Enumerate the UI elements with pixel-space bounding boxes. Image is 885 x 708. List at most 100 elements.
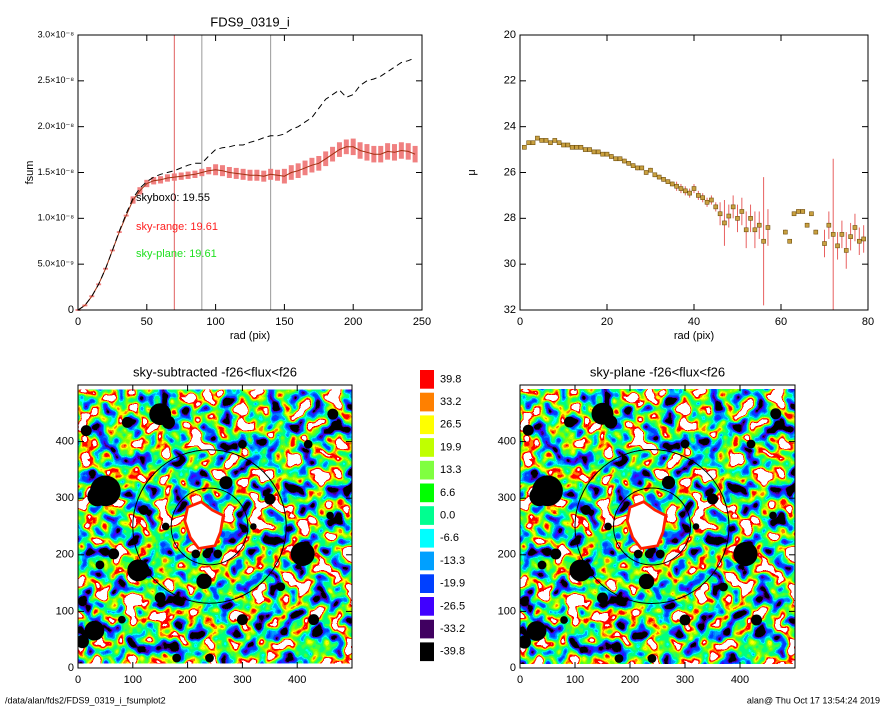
x-tick-label: 100 — [566, 674, 584, 686]
sky-map-image — [76, 390, 352, 664]
colorbar-cell — [420, 438, 434, 457]
colorbar-label: 0.0 — [440, 509, 455, 521]
chart-title: FDS9_0319_i — [210, 14, 290, 29]
aperture-circle — [132, 449, 287, 604]
data-point — [578, 144, 584, 150]
data-point — [756, 222, 762, 228]
data-point — [639, 165, 645, 171]
y-tick-label: 0 — [68, 304, 74, 316]
colorbar-label: -6.6 — [440, 532, 459, 544]
data-point — [539, 138, 545, 143]
y-tick-label: 100 — [56, 605, 74, 617]
colorbar-label: -39.8 — [440, 646, 465, 658]
colorbar-label: 39.8 — [440, 373, 461, 385]
data-point — [600, 151, 605, 157]
x-tick-label: 60 — [775, 316, 787, 328]
y-tick-label: 32 — [504, 304, 516, 316]
sky-map-image — [518, 389, 795, 664]
footer-stamp: alan@ Thu Oct 17 13:54:24 2019 — [747, 695, 880, 705]
data-point — [748, 216, 753, 221]
data-point — [661, 177, 666, 182]
data-point — [783, 229, 788, 235]
colorbar-cell — [420, 574, 434, 593]
annotation: sky-range: 19.61 — [136, 221, 218, 233]
data-point — [561, 142, 566, 148]
data-point — [543, 138, 549, 143]
annotation: skybox0: 19.55 — [136, 192, 210, 204]
data-point — [717, 211, 723, 217]
data-point — [826, 222, 832, 228]
y-tick-label: 5.0×10⁻⁹ — [38, 259, 75, 269]
x-tick-label: 0 — [75, 316, 81, 328]
y-tick-label: 24 — [504, 121, 516, 133]
data-point — [530, 140, 536, 146]
data-point — [722, 220, 727, 226]
data-point — [791, 211, 797, 217]
chart-title: sky-plane -f26<flux<f26 — [590, 364, 725, 379]
colorbar-cell — [420, 597, 434, 616]
aperture-circle — [574, 449, 730, 604]
y-tick-label: 28 — [504, 212, 516, 224]
y-tick-label: 22 — [504, 75, 516, 87]
data-point — [813, 229, 819, 235]
colorbar-cell — [420, 460, 434, 480]
data-point — [822, 241, 827, 246]
y-tick-label: 400 — [56, 436, 74, 448]
colorbar-cell — [420, 483, 434, 503]
colorbar-cell — [420, 370, 434, 389]
x-tick-label: 300 — [676, 674, 694, 686]
data-point — [687, 190, 692, 196]
data-point — [843, 248, 849, 253]
data-point — [852, 225, 858, 230]
x-tick-label: 50 — [141, 316, 153, 328]
data-point — [743, 227, 749, 233]
y-tick-label: 0 — [510, 662, 516, 674]
colorbar-label: 33.2 — [440, 396, 461, 408]
data-point — [752, 227, 758, 233]
data-point — [617, 156, 623, 162]
x-tick-label: 100 — [124, 674, 142, 686]
footer-path: /data/alan/fds2/FDS9_0319_i_fsumplot2 — [5, 695, 166, 705]
data-point — [574, 144, 579, 150]
data-point — [856, 238, 862, 244]
data-point — [648, 167, 653, 173]
x-tick-label: 100 — [206, 316, 224, 328]
data-point — [548, 140, 553, 146]
y-tick-label: 300 — [498, 492, 516, 504]
y-tick-label: 0 — [68, 662, 74, 674]
data-point — [669, 181, 675, 187]
x-tick-label: 0 — [75, 674, 81, 686]
y-tick-label: 100 — [498, 605, 516, 617]
colorbar-cell — [420, 528, 434, 548]
data-point — [861, 236, 866, 242]
y-axis-label: μ — [466, 169, 478, 175]
data-point — [626, 161, 632, 166]
data-point — [804, 222, 810, 228]
colorbar-cell — [420, 551, 434, 571]
colorbar-label: -13.3 — [440, 555, 465, 567]
data-point — [839, 232, 845, 237]
x-axis-label: rad (pix) — [674, 330, 714, 342]
data-point — [630, 163, 636, 168]
y-tick-label: 30 — [504, 258, 516, 270]
colorbar-label: 19.9 — [440, 441, 461, 453]
data-point — [522, 144, 527, 150]
x-tick-label: 200 — [621, 674, 639, 686]
x-tick-label: 400 — [731, 674, 749, 686]
y-tick-label: 3.0×10⁻⁸ — [38, 29, 75, 39]
data-point — [643, 170, 649, 175]
data-point — [830, 232, 836, 237]
annotation: sky-plane: 19.61 — [136, 248, 217, 260]
data-point — [800, 209, 806, 214]
data-point — [635, 165, 640, 171]
data-point — [613, 156, 619, 162]
data-point — [665, 179, 671, 184]
data-point — [556, 140, 562, 146]
y-axis-label: fsum — [24, 161, 36, 185]
data-point — [765, 225, 771, 230]
x-tick-label: 200 — [178, 674, 196, 686]
colorbar-cell — [420, 619, 434, 639]
data-point — [787, 238, 793, 244]
